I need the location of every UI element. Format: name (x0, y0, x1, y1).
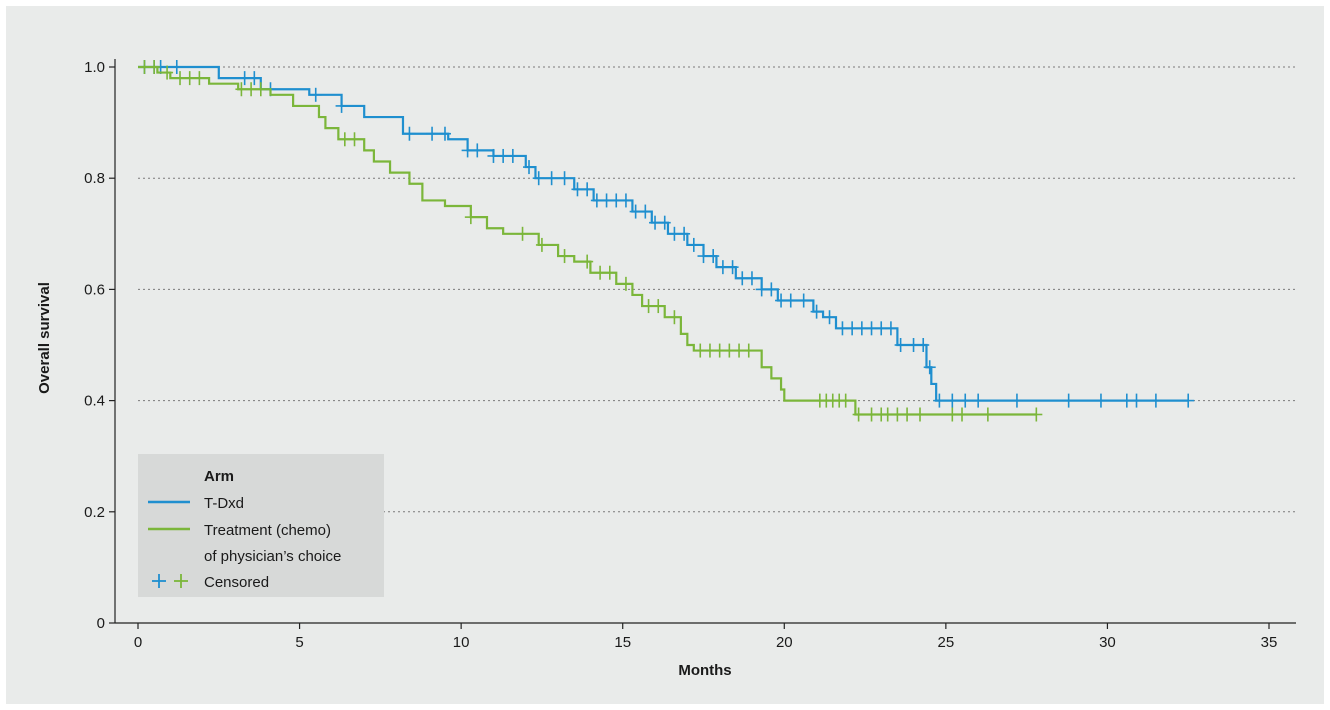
km-curve-0 (138, 65, 1189, 402)
legend-censored-marker-tpc (174, 574, 188, 588)
censor-mark-0-61 (1010, 393, 1023, 408)
censor-mark-1-39 (914, 407, 927, 422)
censor-mark-1-21 (668, 310, 681, 325)
x-tick-label-6: 30 (1099, 634, 1116, 651)
censor-mark-0-33 (687, 237, 700, 252)
censor-mark-0-20 (558, 171, 571, 186)
axes: 0 0.2 0.4 0.6 0.8 1.0 0 5 10 15 20 25 30 35 (84, 59, 1296, 651)
x-axis-title: Months (678, 662, 731, 679)
censor-mark-0-66 (1149, 393, 1162, 408)
censor-mark-0-44 (797, 293, 810, 308)
censor-mark-0-55 (917, 338, 930, 352)
censor-mark-0-43 (784, 293, 797, 308)
y-tick-label-4: 0.8 (84, 170, 105, 187)
censor-mark-1-8 (254, 82, 267, 97)
censor-mark-0-18 (532, 171, 545, 186)
censor-mark-1-14 (558, 249, 571, 264)
censor-mark-0-10 (426, 126, 439, 141)
censor-mark-0-28 (639, 204, 652, 219)
censor-mark-1-18 (619, 276, 632, 291)
censor-mark-1-33 (852, 407, 865, 422)
series-group-1 (138, 60, 1043, 422)
censor-mark-1-15 (581, 254, 594, 269)
censor-mark-0-41 (765, 282, 778, 297)
legend-censored-marker-tdxd (152, 574, 166, 588)
censor-mark-0-17 (523, 160, 536, 175)
censor-mark-0-56 (923, 360, 936, 375)
censor-mark-0-7 (309, 87, 322, 102)
censor-mark-1-17 (603, 265, 616, 280)
y-tick-label-0: 0 (97, 615, 105, 632)
series-group-0 (138, 60, 1195, 408)
x-tick-label-4: 20 (776, 634, 793, 651)
censor-mark-0-8 (335, 98, 348, 113)
legend-box (138, 454, 384, 597)
legend-label-tpc-line2: of physician’s choice (204, 548, 341, 565)
censor-mark-0-13 (471, 143, 484, 158)
legend: Arm T-Dxd Treatment (chemo) of physician… (138, 454, 384, 597)
censor-mark-0-60 (972, 393, 985, 408)
censor-mark-1-27 (742, 343, 755, 358)
y-tick-label-3: 0.6 (84, 281, 105, 298)
legend-label-censored: Censored (204, 574, 269, 591)
y-tick-label-1: 0.2 (84, 504, 105, 521)
censor-mark-0-22 (581, 182, 594, 197)
censor-mark-0-46 (823, 310, 836, 325)
x-tick-label-5: 25 (938, 634, 955, 651)
censor-mark-0-9 (403, 126, 416, 141)
censor-mark-1-42 (981, 407, 994, 422)
censor-mark-0-65 (1130, 393, 1143, 408)
x-tick-label-1: 5 (295, 634, 303, 651)
censor-mark-0-19 (545, 171, 558, 186)
censor-mark-1-41 (956, 407, 969, 422)
censor-mark-0-67 (1182, 393, 1195, 408)
x-tick-label-2: 10 (453, 634, 470, 651)
censor-mark-0-3 (170, 60, 183, 74)
censor-mark-0-30 (658, 215, 671, 230)
censor-mark-1-10 (348, 132, 361, 147)
y-tick-label-5: 1.0 (84, 59, 105, 76)
censor-mark-0-63 (1094, 393, 1107, 408)
censor-mark-0-16 (506, 148, 519, 163)
censor-mark-0-39 (745, 271, 758, 286)
censor-mark-0-37 (726, 260, 739, 275)
y-tick-label-2: 0.4 (84, 393, 105, 410)
censor-mark-1-20 (652, 299, 665, 314)
censor-mark-0-26 (619, 193, 632, 208)
censor-mark-0-45 (810, 304, 823, 319)
gridlines (138, 66, 1296, 513)
censor-mark-0-62 (1062, 393, 1075, 408)
censor-mark-1-12 (516, 226, 529, 241)
censor-mark-0-11 (438, 126, 451, 141)
legend-label-tpc-line1: Treatment (chemo) (204, 522, 331, 539)
legend-title: Arm (204, 468, 234, 485)
chart-figure: 0 0.2 0.4 0.6 0.8 1.0 0 5 10 15 20 25 30 35 Arm T-Dxd… (6, 6, 1324, 704)
censor-mark-1-43 (1030, 407, 1043, 422)
censor-mark-0-59 (959, 393, 972, 408)
legend-label-tdxd: T-Dxd (204, 495, 244, 512)
censor-mark-0-52 (884, 321, 897, 336)
km-curve-1 (138, 65, 1037, 416)
censor-mark-1-5 (193, 71, 206, 86)
y-axis-title: Overall survival (36, 282, 53, 394)
x-tick-label-7: 35 (1261, 634, 1278, 651)
km-survival-chart: 0 0.2 0.4 0.6 0.8 1.0 0 5 10 15 20 25 30 35 Arm T-Dxd… (36, 59, 1296, 679)
censor-mark-0-58 (946, 393, 959, 408)
x-tick-label-0: 0 (134, 634, 142, 651)
censor-mark-0-57 (933, 393, 946, 408)
censor-mark-1-13 (535, 237, 548, 252)
censor-mark-0-32 (678, 226, 691, 241)
censor-mark-0-53 (894, 338, 907, 352)
censor-mark-1-2 (161, 65, 174, 80)
series-layer (138, 60, 1195, 422)
x-tick-label-3: 15 (614, 634, 631, 651)
censor-mark-1-11 (464, 210, 477, 225)
censor-mark-1-32 (839, 393, 852, 408)
censor-mark-1-38 (901, 407, 914, 422)
censor-mark-0-35 (707, 249, 720, 264)
censor-mark-1-1 (148, 60, 161, 74)
censor-mark-0-5 (248, 71, 261, 86)
